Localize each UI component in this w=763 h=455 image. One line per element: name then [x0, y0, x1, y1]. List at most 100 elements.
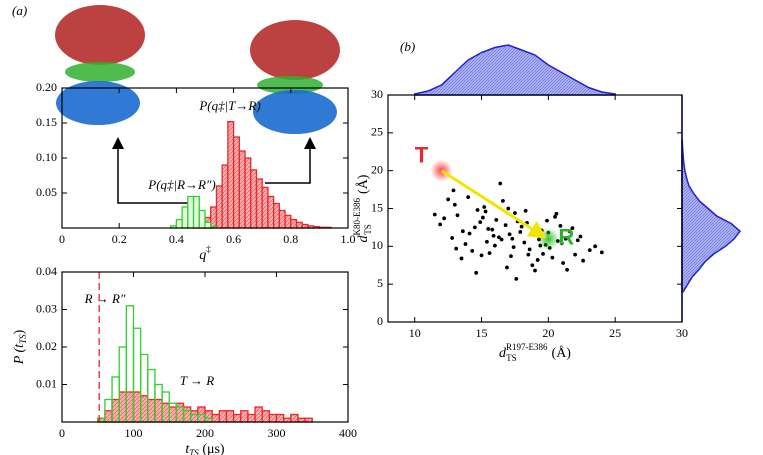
scatter-point — [541, 252, 545, 256]
label-sup: R197-E386 — [506, 342, 548, 352]
scatter-point — [499, 237, 504, 242]
scatter-point — [513, 211, 517, 215]
y-tick-label: 0.05 — [36, 185, 57, 199]
hist-bar — [238, 150, 246, 229]
scatter-point — [475, 208, 480, 212]
y-tick-label: 30 — [371, 87, 383, 101]
plot-frame — [61, 271, 349, 423]
label-base: d — [499, 346, 507, 361]
label-base: P (t — [12, 343, 27, 365]
hist-bar — [275, 413, 285, 423]
scatter-point — [527, 247, 532, 252]
label-sub: TS — [18, 334, 28, 344]
hist-bar — [187, 195, 195, 229]
scatter-point — [523, 208, 528, 213]
hist-bar — [175, 218, 183, 229]
scatter-point — [533, 268, 537, 273]
scatter-point — [498, 181, 503, 186]
scatter-point — [510, 236, 515, 241]
hist-bar — [295, 221, 303, 229]
scatter-point — [493, 243, 497, 248]
protein-left — [55, 5, 145, 125]
scatter-point — [531, 233, 536, 237]
scatter-point — [454, 246, 459, 251]
x-tick-label: 20 — [542, 326, 554, 340]
label-sup: K80-E386 — [352, 197, 362, 235]
label-unit: (μs) — [199, 442, 225, 455]
y-tick-label: 0.15 — [36, 115, 57, 129]
scatter-point — [479, 253, 484, 258]
protein-right — [250, 20, 340, 134]
label-sub: TS — [363, 224, 373, 235]
scatter-point — [480, 215, 485, 220]
scatter-point — [554, 211, 559, 216]
scatter-point — [478, 220, 483, 225]
scatter-point — [463, 242, 468, 246]
hist-bar — [192, 195, 200, 229]
hist-bar — [211, 413, 220, 423]
hist-bar — [204, 410, 213, 423]
label-sub: TS — [506, 353, 517, 363]
scatter-point — [482, 205, 487, 209]
y-tick-label: 5 — [377, 276, 383, 290]
scatter-point — [518, 230, 523, 234]
y-marginal — [681, 139, 742, 293]
axis-label: q‡ — [199, 244, 211, 263]
y-tick-label: 25 — [371, 125, 383, 139]
state-label: R — [558, 225, 574, 250]
scatter-point — [486, 227, 491, 231]
x-tick-label: 400 — [339, 426, 357, 440]
hist-bar — [227, 120, 235, 229]
hist-bar — [232, 136, 240, 229]
scatter-point — [467, 231, 472, 236]
hist-bar — [232, 413, 242, 423]
x-tick-label: 0.2 — [112, 232, 127, 246]
hist-bar — [244, 157, 252, 229]
x-tick-label: 300 — [268, 426, 286, 440]
series-label: R → R″ — [84, 291, 126, 306]
label-sup: ‡ — [206, 244, 211, 254]
label-unit: ) — [12, 329, 27, 334]
hist-bar — [261, 186, 269, 229]
scatter-point — [522, 240, 527, 245]
scatter-point — [452, 202, 457, 207]
hist-bar — [147, 398, 156, 423]
axis-label: dR197-E386 TS (Å) — [499, 342, 571, 363]
hist-bar — [118, 391, 127, 423]
axis-label: dK80-E386TS (Å) — [352, 174, 373, 242]
scatter-point — [559, 241, 564, 246]
label-base: d — [356, 234, 371, 242]
scatter-point — [567, 229, 572, 234]
connector-arrow — [265, 137, 316, 184]
y-tick-label: 0.20 — [36, 80, 57, 94]
scatter-point — [511, 245, 516, 249]
y-tick-label: 0.03 — [36, 301, 57, 315]
x-tick-label: 200 — [196, 426, 214, 440]
connector-arrow — [112, 137, 190, 204]
hist-bar — [240, 410, 249, 423]
x-tick-label: 0.4 — [169, 232, 184, 246]
hist-bar — [272, 202, 281, 229]
scatter-point — [483, 209, 488, 214]
x-tick-label: 0.8 — [283, 232, 298, 246]
scatter-point — [450, 236, 455, 240]
scatter-point — [561, 261, 565, 265]
scatter-point — [459, 256, 464, 261]
hist-bar — [284, 214, 292, 229]
scatter-point — [553, 214, 557, 219]
scatter-point — [506, 206, 511, 211]
x-tick-label: 15 — [476, 326, 488, 340]
scatter-point — [501, 199, 505, 203]
x-marginal — [413, 44, 616, 96]
panel-label: (a) — [12, 3, 27, 18]
plot-frame — [61, 87, 349, 229]
scatter-point — [573, 252, 577, 257]
scatter-point — [451, 188, 456, 193]
scatter-point — [599, 250, 604, 255]
scatter-point — [470, 248, 475, 253]
plot-frame — [387, 94, 683, 323]
x-tick-label: 10 — [409, 326, 421, 340]
hist-bar — [161, 402, 170, 423]
scatter-point — [578, 234, 583, 239]
hist-bar — [125, 391, 135, 423]
